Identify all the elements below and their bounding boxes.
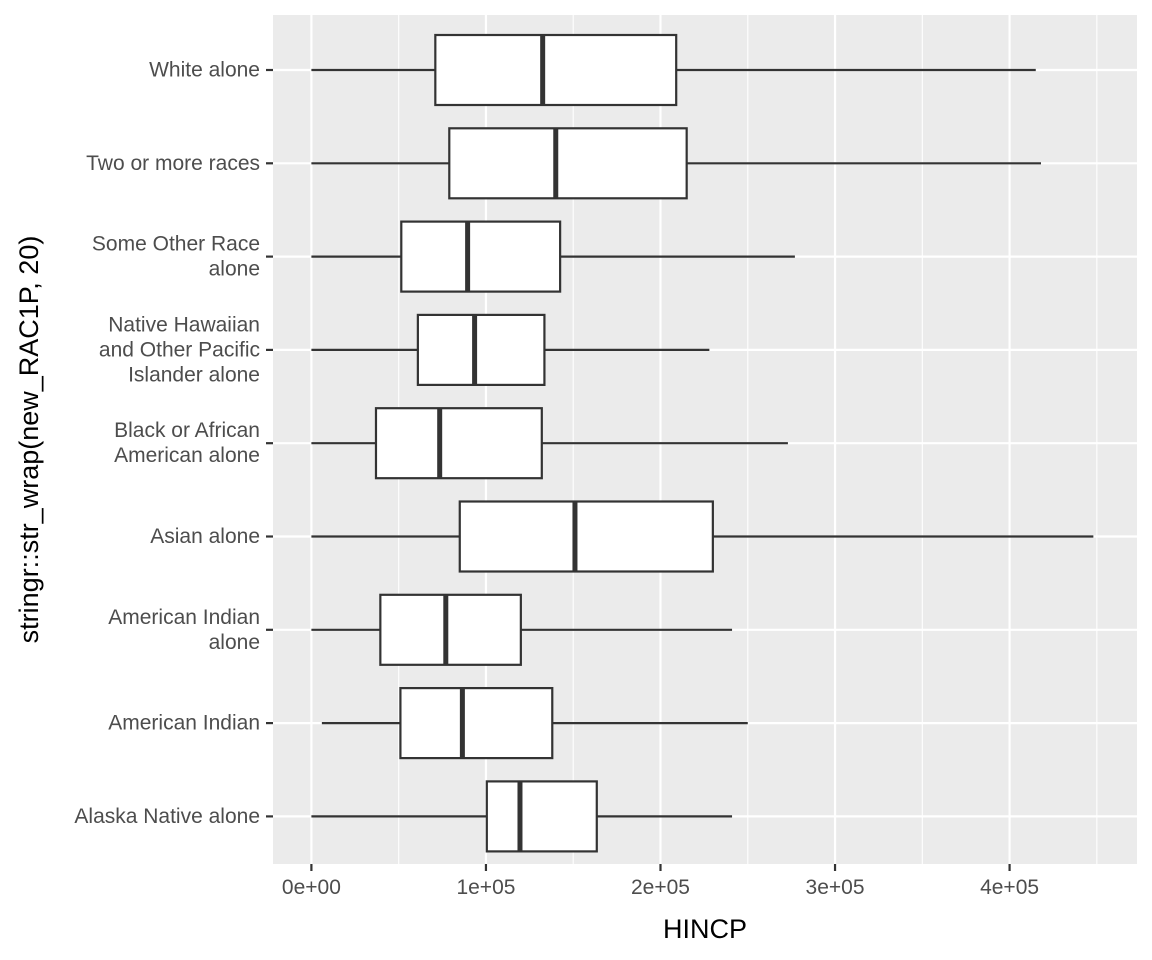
box-iqr (379, 593, 522, 666)
y-tick-label: Two or more races (86, 152, 260, 175)
box (311, 33, 1036, 107)
x-tick-label: 3e+05 (806, 876, 865, 899)
x-tick-label: 4e+05 (980, 876, 1039, 899)
y-tick-label: Alaska Native alone (74, 805, 260, 828)
box-iqr (374, 407, 543, 480)
y-tick-label: American Indian (108, 712, 260, 735)
box-iqr (448, 127, 688, 200)
box (311, 127, 1041, 200)
y-tick-label: alone (209, 631, 260, 654)
y-tick-label: Native Hawaiian (108, 313, 260, 336)
box-iqr (400, 220, 562, 293)
box-iqr (434, 33, 678, 107)
box-iqr (416, 313, 546, 386)
box-iqr (485, 780, 598, 853)
x-tick-label: 2e+05 (631, 876, 690, 899)
box-iqr (458, 500, 714, 573)
y-tick-label: Asian alone (150, 525, 260, 548)
y-tick-label: and Other Pacific (99, 338, 260, 361)
box (311, 500, 1094, 573)
box (311, 220, 795, 293)
box (321, 686, 748, 760)
box-series (311, 33, 1094, 853)
box (311, 313, 710, 386)
y-tick-label: Islander alone (128, 363, 260, 386)
y-tick-label: Some Other Race (92, 233, 260, 256)
y-tick-label: Black or African (114, 419, 260, 442)
x-axis: 0e+00 1e+05 2e+05 3e+05 4e+05 (282, 864, 1039, 899)
box-iqr (399, 686, 554, 760)
y-tick-label: alone (209, 258, 260, 281)
y-tick-label: American alone (114, 444, 260, 467)
x-tick-label: 1e+05 (456, 876, 515, 899)
y-axis-title: stringr::str_wrap(new_RAC1P, 20) (14, 236, 44, 644)
y-tick-label: American Indian (108, 606, 260, 629)
x-tick-label: 0e+00 (282, 876, 341, 899)
x-axis-title: HINCP (663, 914, 747, 944)
box (311, 593, 733, 666)
y-axis: Alaska Native alone American Indian Americ… (74, 59, 273, 828)
box (311, 780, 733, 853)
box (311, 407, 788, 480)
y-tick-label: White alone (149, 59, 260, 82)
